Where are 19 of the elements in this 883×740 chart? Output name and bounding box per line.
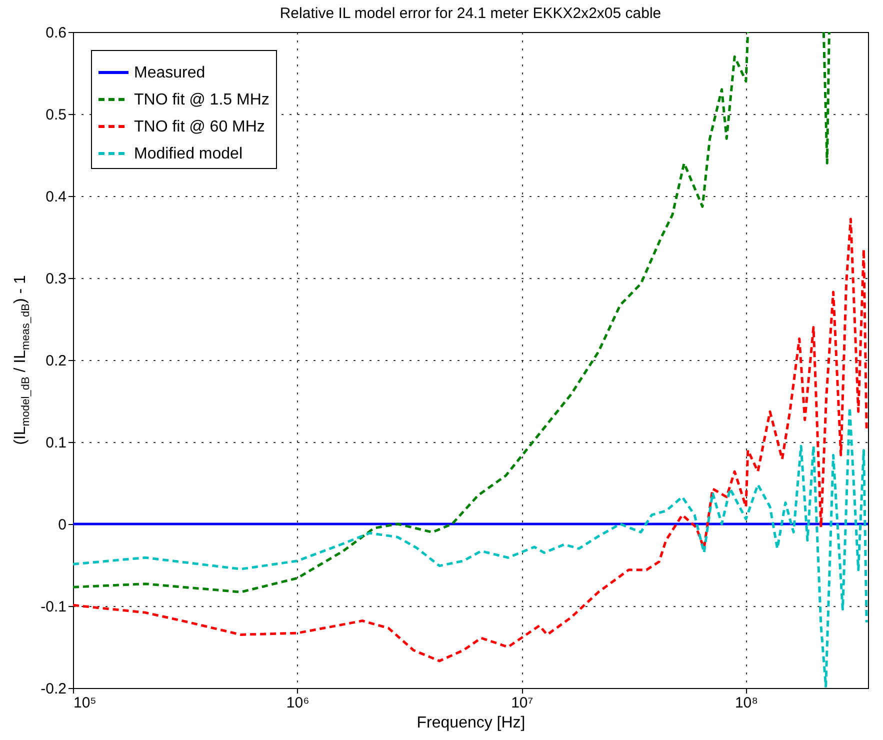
x-tick-label: 10⁵ bbox=[74, 694, 96, 712]
y-tick-label: 0.1 bbox=[46, 434, 66, 452]
legend-label: TNO fit @ 60 MHz bbox=[134, 118, 265, 136]
y-tick-label: 0.5 bbox=[46, 106, 66, 124]
y-tick-label: 0.3 bbox=[46, 270, 66, 288]
legend-label: Measured bbox=[134, 64, 206, 82]
y-tick-label: -0.1 bbox=[40, 598, 66, 616]
x-tick-label: 10⁶ bbox=[286, 694, 310, 712]
legend-label: TNO fit @ 1.5 MHz bbox=[134, 92, 270, 108]
y-tick-label: -0.2 bbox=[40, 680, 66, 698]
chart-title: Relative IL model error for 24.1 meter EKKX2x2x05 cable bbox=[280, 5, 662, 22]
x-tick-label: 10⁸ bbox=[734, 694, 758, 712]
y-tick-label: 0.6 bbox=[46, 24, 66, 42]
y-tick-label: 0 bbox=[58, 516, 66, 534]
x-tick-label: 10⁷ bbox=[511, 694, 534, 712]
y-tick-label: 0.2 bbox=[46, 352, 66, 370]
legend-label: Modified model bbox=[134, 146, 242, 162]
x-axis-title: Frequency [Hz] bbox=[416, 714, 526, 732]
y-tick-label: 0.4 bbox=[46, 188, 66, 206]
